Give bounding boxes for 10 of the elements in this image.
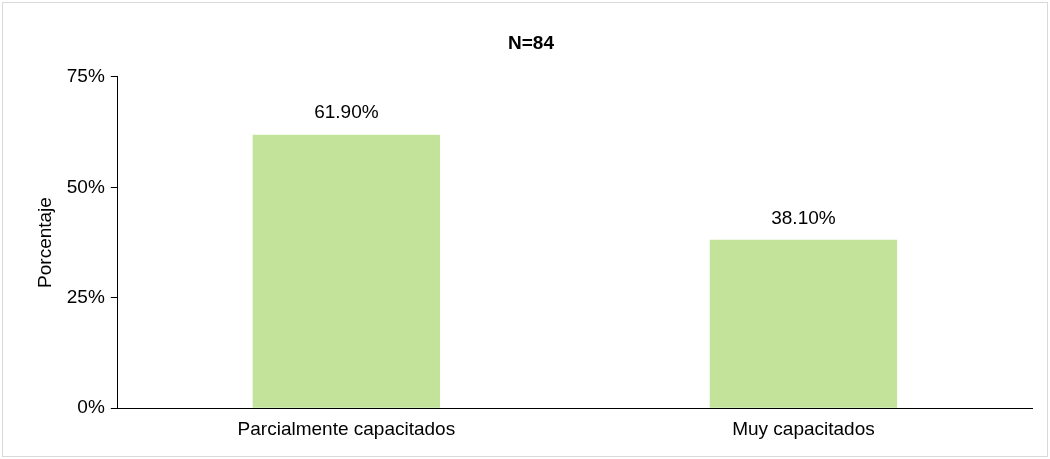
y-tick-label: 25% [66, 285, 105, 307]
chart-title: N=84 [508, 31, 555, 53]
data-label: 61.90% [314, 101, 379, 123]
x-tick-label: Parcialmente capacitados [237, 417, 456, 439]
y-tick-label: 75% [66, 65, 105, 87]
y-tick-label: 0% [77, 396, 105, 418]
y-axis-title: Porcentaje [33, 197, 55, 288]
data-label: 38.10% [771, 206, 836, 228]
x-tick-label: Muy capacitados [732, 417, 875, 439]
y-tick-label: 50% [66, 175, 105, 197]
